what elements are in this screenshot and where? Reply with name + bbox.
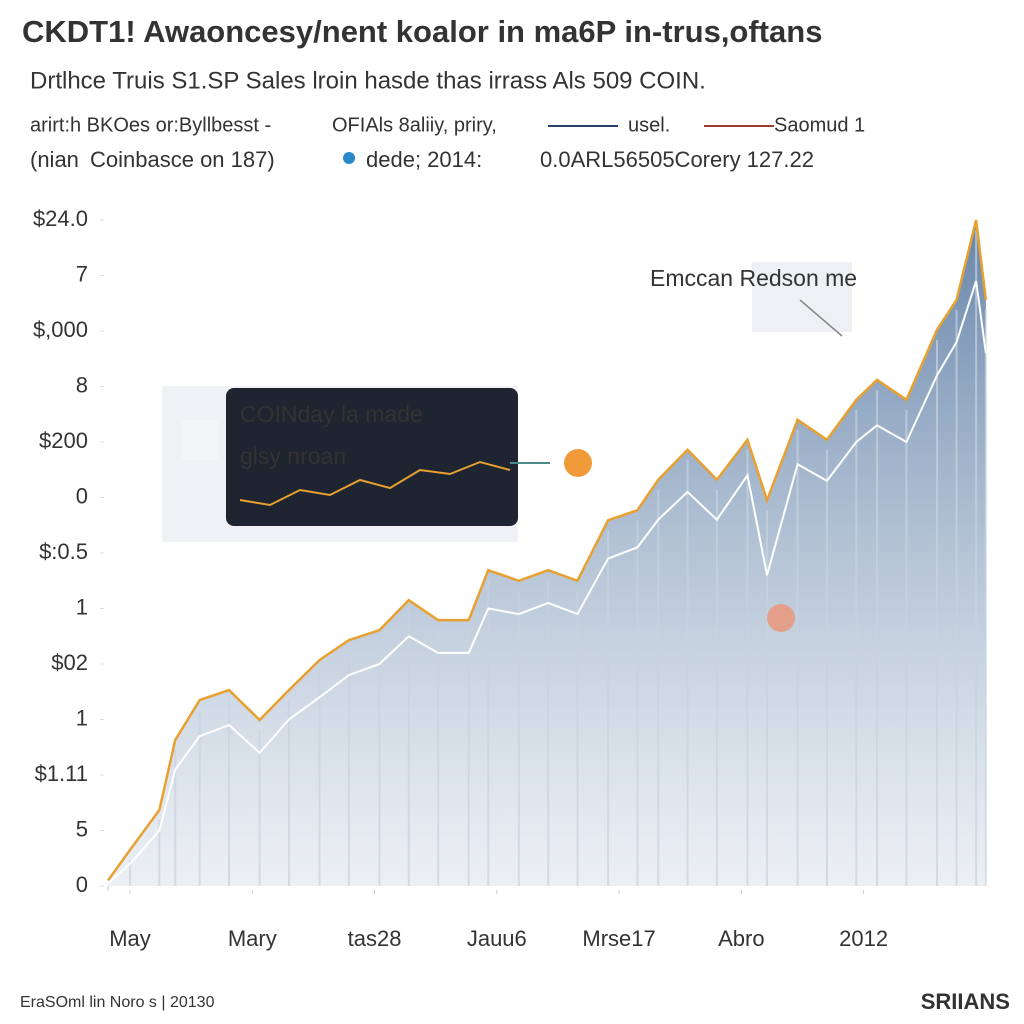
y-tick-label: $1.11 (35, 761, 88, 786)
annotation: COINday la made (240, 401, 423, 427)
y-tick-label: $200 (39, 428, 88, 453)
y-tick-label: 5 (76, 816, 88, 841)
note: OFIAls 8aliiy, priry, (332, 114, 497, 136)
note: dede; 2014: (366, 147, 482, 172)
bullet (343, 152, 355, 164)
chart-title: CKDT1! Awaoncesy/nent koalor in ma6P in-… (22, 14, 822, 49)
subtitle: Drtlhce Truis S1.SP Sales lroin hasde th… (30, 67, 706, 94)
x-tick-label: tas28 (348, 926, 402, 951)
y-tick-label: $24.0 (33, 206, 88, 231)
note: (nian (30, 147, 79, 172)
series-line (106, 219, 988, 882)
note: Coinbasce on 187) (90, 147, 275, 172)
note: 0.0ARL56505Corery 127.22 (540, 147, 814, 172)
series-line (107, 280, 987, 884)
y-tick-label: 0 (76, 872, 88, 897)
annotation: glsy nroan (240, 443, 346, 469)
y-tick-label: 1 (76, 705, 88, 730)
highlight-dot (767, 604, 795, 632)
area (108, 220, 986, 886)
y-tick-label: 1 (76, 594, 88, 619)
legend-label: usel. (628, 114, 670, 136)
lock-icon (182, 420, 218, 460)
x-tick-label: Jauu6 (467, 926, 527, 951)
legend: usel. Saomud 1 (548, 114, 865, 136)
y-tick-label: 7 (76, 261, 88, 286)
y-tick-label: $02 (51, 650, 88, 675)
brand: SRIIANS (921, 989, 1010, 1014)
x-tick-label: Mrse17 (582, 926, 655, 951)
y-tick-label: $:0.5 (39, 539, 88, 564)
x-tick-label: 2012 (839, 926, 888, 951)
y-tick-label: $,000 (33, 317, 88, 342)
annotation-arrow (799, 299, 843, 337)
callout-sparkline (239, 460, 511, 507)
y-tick-label: 8 (76, 372, 88, 397)
annotation: Emccan Redson me (650, 265, 857, 291)
plot: 0 5 $1.11 1 $02 1 $:0.5 0 $200 8 $,000 7 $24.0 May Mar… (33, 206, 988, 951)
x-tick-label: Abro (718, 926, 764, 951)
y-tick-label: 0 (76, 483, 88, 508)
note: arirt:h BKOes or:Byllbesst - (30, 114, 271, 136)
highlight-dot (564, 449, 592, 477)
x-tick-label: May (109, 926, 151, 951)
annotation-box (752, 262, 852, 332)
x-tick-label: Mary (228, 926, 277, 951)
legend-label: Saomud 1 (774, 114, 865, 136)
footer: EraSOml lin Noro s | 20130 (20, 994, 215, 1011)
